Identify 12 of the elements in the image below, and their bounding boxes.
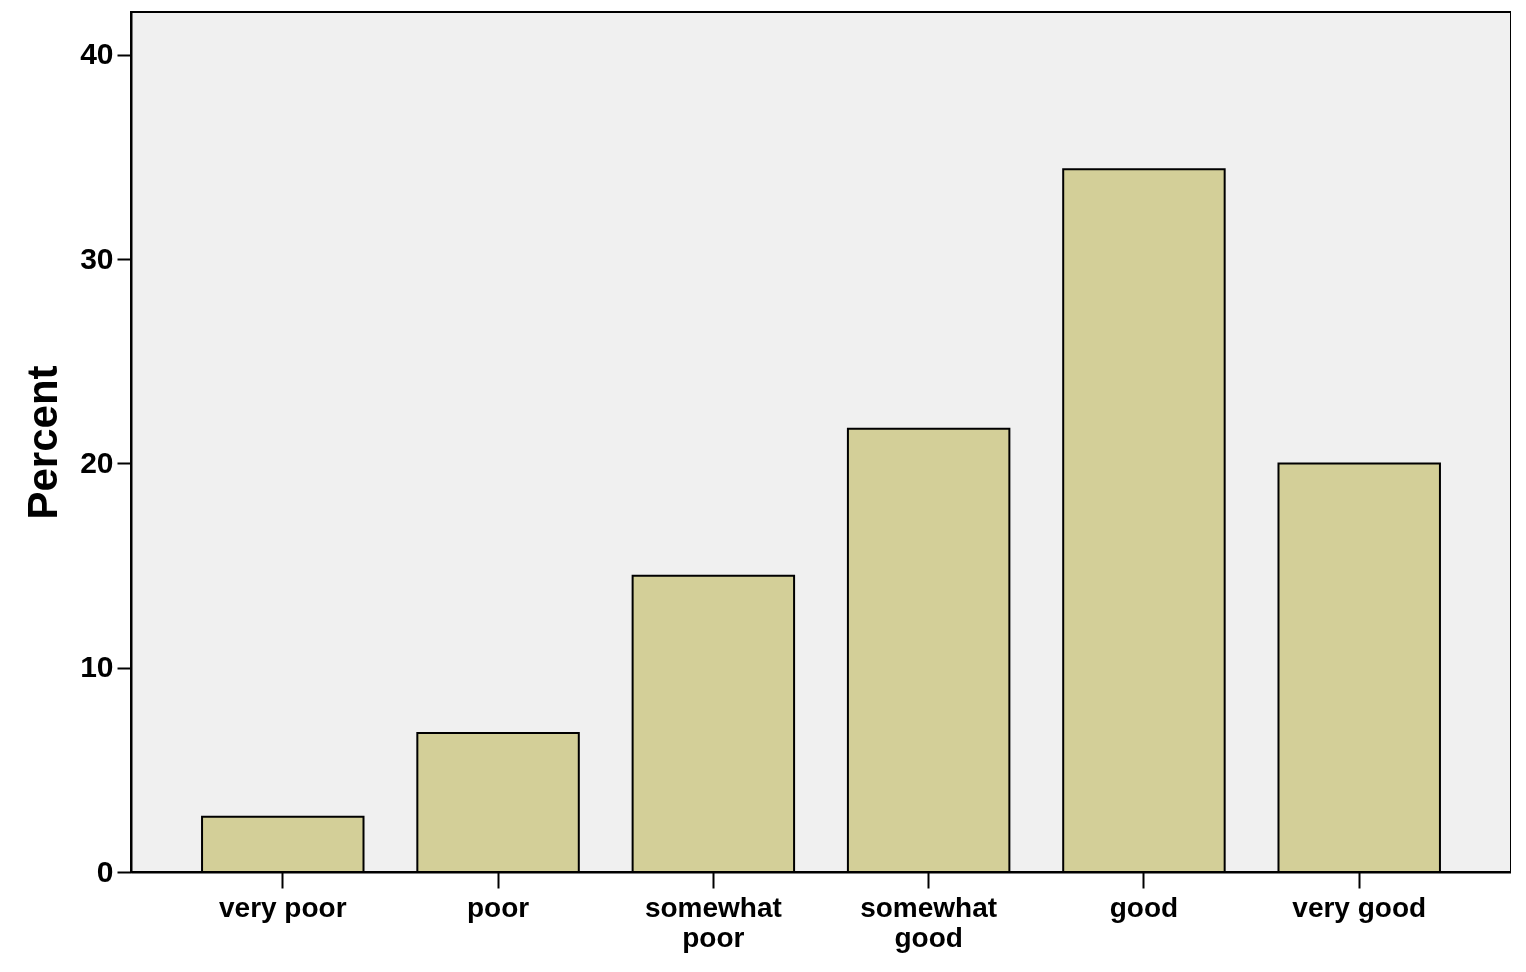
x-tick-label: poor xyxy=(466,891,530,923)
x-tick-label: good xyxy=(1109,891,1179,923)
y-tick-label: 10 xyxy=(80,650,114,684)
y-tick-label: 0 xyxy=(96,854,114,888)
x-tick-label: very good xyxy=(1292,891,1427,923)
x-tick-label: very poor xyxy=(218,891,347,923)
y-tick-label: 20 xyxy=(80,445,114,479)
x-tick-label: somewhat good xyxy=(860,891,998,953)
x-tick-label: somewhat poor xyxy=(644,891,782,953)
y-tick-label: 30 xyxy=(80,241,114,275)
y-tick-label: 40 xyxy=(80,37,114,71)
y-axis-title: Percent xyxy=(19,365,67,520)
